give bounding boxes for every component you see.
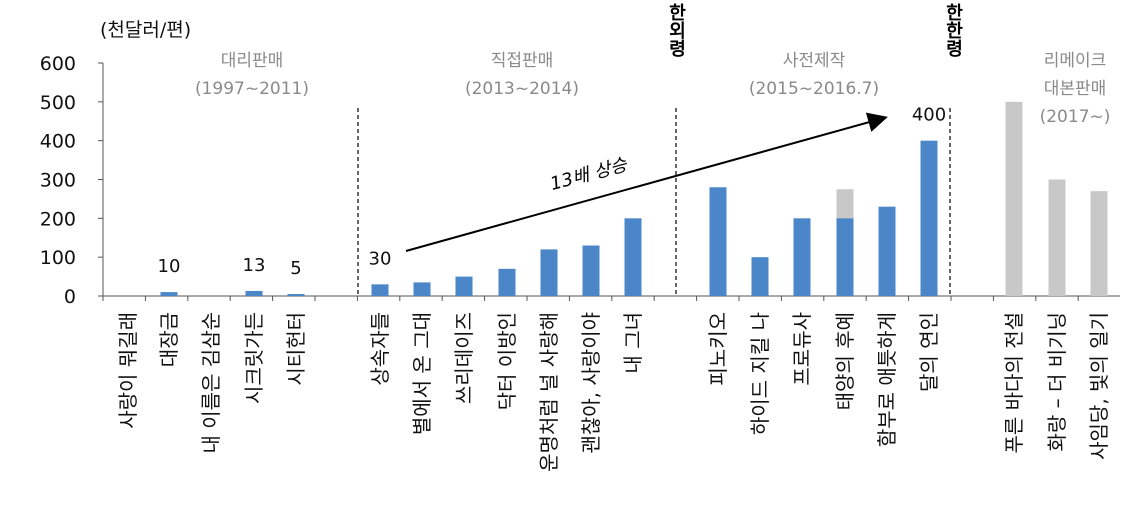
category-label: 내 그녀	[621, 312, 645, 374]
period-3-name: 사전제작	[783, 51, 846, 71]
bar-blue	[624, 218, 642, 296]
bar-blue	[793, 218, 811, 296]
period-4-years: (2017~)	[1040, 107, 1111, 127]
bar-blue	[878, 206, 896, 296]
category-label: 푸른 바다의 전설	[1002, 312, 1026, 454]
category-label: 쓰리데이즈	[452, 312, 476, 404]
category-label: 함부로 애틋하게	[875, 312, 899, 447]
bar-blue	[413, 282, 431, 296]
growth-annotation: 13배 상승	[548, 154, 630, 195]
bar-blue	[751, 257, 769, 296]
category-label: 대장금	[157, 312, 181, 367]
y-tick-label: 600	[40, 53, 76, 75]
y-tick-label: 400	[40, 131, 76, 153]
data-label: 13	[243, 255, 266, 276]
y-tick-label: 300	[40, 170, 76, 192]
period-2-name: 직접판매	[491, 51, 554, 71]
data-label: 30	[369, 248, 392, 269]
category-label: 하이드 지킬 나	[748, 312, 772, 435]
y-tick-label: 100	[40, 247, 76, 269]
category-label: 태양의 후예	[833, 312, 857, 410]
bar-blue	[582, 245, 600, 296]
period-1-years: (1997~2011)	[195, 79, 309, 99]
period-3-years: (2015~2016.7)	[749, 79, 879, 99]
data-labels: 10 13 5 30 400	[158, 105, 947, 279]
category-label: 달의 연인	[917, 312, 941, 392]
y-axis: 0 100 200 300 400 500 600	[40, 53, 1120, 308]
category-label: 닥터 이방인	[495, 312, 519, 410]
category-label: 화랑 – 더 비기닝	[1045, 312, 1069, 451]
category-label: 상속자들	[368, 312, 392, 386]
category-label: 시티헌터	[284, 312, 308, 386]
category-label: 사랑이 뭐길래	[116, 312, 140, 429]
bar-blue	[455, 276, 473, 296]
bar-blue	[371, 284, 389, 296]
bar-blue	[498, 268, 516, 296]
bars	[160, 101, 1108, 296]
category-label: 피노키오	[706, 312, 730, 386]
event-2-label: 한한령	[943, 3, 964, 58]
category-label: 사임당, 빛의 일기	[1087, 312, 1111, 460]
category-label: 프로듀사	[790, 312, 814, 386]
period-dividers	[357, 108, 951, 296]
bar-gray	[1090, 191, 1108, 296]
bar-blue	[245, 290, 263, 296]
category-label: 내 이름은 김삼순	[199, 312, 223, 454]
unit-label: (천달러/편)	[100, 19, 191, 41]
category-label: 운명처럼 널 사랑해	[537, 312, 561, 472]
data-label: 10	[158, 256, 181, 277]
y-tick-label: 0	[64, 286, 76, 308]
data-label: 5	[290, 258, 301, 279]
event-1-label: 한외령	[666, 3, 687, 58]
bar-blue	[540, 249, 558, 296]
bar-gray	[1048, 179, 1066, 296]
bar-blue	[709, 187, 727, 296]
category-label: 괜찮아, 사랑이야	[579, 312, 603, 454]
period-4-name2: 대본판매	[1044, 79, 1107, 99]
bar-gray	[1005, 101, 1023, 296]
period-2-years: (2013~2014)	[465, 79, 579, 99]
category-labels: 사랑이 뭐길래 대장금 내 이름은 김삼순 시크릿가든 시티헌터 상속자들 별에서 온 그대…	[116, 312, 1111, 472]
period-4-name: 리메이크	[1044, 51, 1107, 71]
category-label: 별에서 온 그대	[410, 312, 434, 435]
bar-blue	[920, 140, 938, 296]
bar-blue	[160, 292, 178, 296]
period-1-name: 대리판매	[221, 51, 284, 71]
data-label: 400	[912, 105, 946, 126]
y-tick-label: 500	[40, 92, 76, 114]
bar-blue	[836, 218, 854, 296]
category-label: 시크릿가든	[242, 312, 266, 404]
y-tick-label: 200	[40, 208, 76, 230]
growth-arrow	[405, 112, 888, 252]
bar-blue	[287, 294, 305, 296]
